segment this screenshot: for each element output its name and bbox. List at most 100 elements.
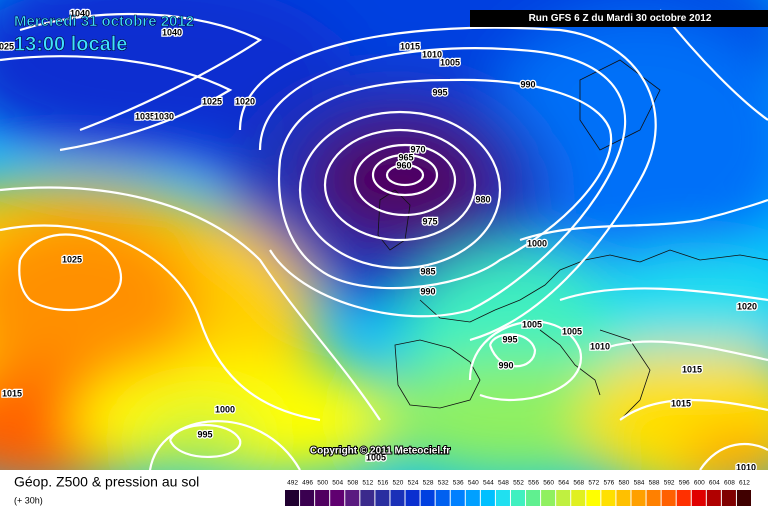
legend-level: 528 <box>423 480 434 487</box>
legend-level: 536 <box>453 480 464 487</box>
legend-level: 508 <box>347 480 358 487</box>
color-scale: 492 496 500 504 508 512 516 520 524 528 532 536 540 5… <box>285 480 751 506</box>
legend-swatch <box>345 490 360 506</box>
isobar-label: 1015 <box>2 388 22 398</box>
legend-swatch <box>646 490 661 506</box>
legend-subtitle: (+ 30h) <box>14 495 43 505</box>
isobar-label: 1000 <box>527 238 547 248</box>
legend-swatch <box>300 490 315 506</box>
legend-level: 532 <box>438 480 449 487</box>
legend-swatch <box>285 490 300 506</box>
isobar-label: 1025 <box>0 41 14 51</box>
legend-swatch <box>450 490 465 506</box>
legend-swatch <box>480 490 495 506</box>
legend-level: 516 <box>377 480 388 487</box>
legend-swatch <box>691 490 706 506</box>
legend-level: 600 <box>694 480 705 487</box>
isobar-label: 975 <box>422 216 437 226</box>
legend-level: 524 <box>408 480 419 487</box>
legend-level: 596 <box>679 480 690 487</box>
isobar-label: 1005 <box>522 319 542 329</box>
legend-level: 552 <box>513 480 524 487</box>
isobar-label: 1025 <box>202 96 222 106</box>
isobar-label: 1025 <box>62 254 82 264</box>
legend-swatch <box>510 490 526 506</box>
legend-level: 540 <box>468 480 479 487</box>
legend-level: 588 <box>649 480 660 487</box>
isobar-label: 990 <box>420 286 435 296</box>
isobar-labels: 1040104010251035103010251020101510101005… <box>0 7 758 472</box>
legend-swatch <box>736 490 751 506</box>
run-banner <box>470 10 768 27</box>
legend-swatch <box>375 490 390 506</box>
legend-level: 504 <box>332 480 343 487</box>
isobar-label: 1015 <box>682 364 702 374</box>
isobar-label: 1010 <box>590 341 610 351</box>
legend-title: Géop. Z500 & pression au sol <box>14 474 199 490</box>
legend-level: 512 <box>362 480 373 487</box>
legend-level: 584 <box>634 480 645 487</box>
legend-swatch <box>526 490 541 506</box>
legend-level: 568 <box>573 480 584 487</box>
legend-swatch <box>676 490 691 506</box>
isobar-label: 995 <box>432 87 447 97</box>
legend-swatch <box>631 490 646 506</box>
legend-level: 576 <box>603 480 614 487</box>
isobar-label: 1010 <box>736 462 756 472</box>
isobar-label: 995 <box>502 334 517 344</box>
date-label: Mercredi 31 octobre 2012 <box>14 13 194 30</box>
legend-level: 604 <box>709 480 720 487</box>
legend-level: 572 <box>588 480 599 487</box>
legend-level: 580 <box>619 480 630 487</box>
isobar-label: 960 <box>396 160 411 170</box>
legend-swatch <box>601 490 616 506</box>
legend-swatch <box>360 490 375 506</box>
isobar-label: 1015 <box>400 41 420 51</box>
run-info: Run GFS 6 Z du Mardi 30 octobre 2012 <box>529 13 712 24</box>
isobars <box>0 9 768 470</box>
coastlines <box>377 59 768 421</box>
legend-swatch <box>435 490 450 506</box>
legend-swatch <box>541 490 556 506</box>
legend-swatch <box>586 490 601 506</box>
isobar-label: 1020 <box>737 301 757 311</box>
legend-level: 492 <box>287 480 298 487</box>
legend-level: 592 <box>664 480 675 487</box>
isobar-label: 1000 <box>215 404 235 414</box>
legend-swatch <box>465 490 480 506</box>
isobar-label: 1010 <box>422 49 442 59</box>
isobar-label: 965 <box>398 152 413 162</box>
legend-swatch <box>390 490 405 506</box>
legend-level: 608 <box>724 480 735 487</box>
legend-swatch <box>330 490 345 506</box>
isobar-label: 985 <box>420 266 435 276</box>
legend-swatch <box>556 490 571 506</box>
legend-level: 564 <box>558 480 569 487</box>
legend-swatch <box>495 490 510 506</box>
legend-swatch <box>420 490 435 506</box>
isobar-label: 990 <box>498 360 513 370</box>
isobar-label: 1015 <box>671 398 691 408</box>
isobar-label: 1005 <box>440 57 460 67</box>
legend-level: 520 <box>393 480 404 487</box>
legend-level: 556 <box>528 480 539 487</box>
map-field: 1040104010251035103010251020101510101005… <box>0 0 768 472</box>
legend-swatch <box>405 490 420 506</box>
isobar-label: 1030 <box>154 111 174 121</box>
legend-level: 500 <box>317 480 328 487</box>
legend-level: 612 <box>739 480 750 487</box>
legend-swatch <box>616 490 631 506</box>
legend-level: 496 <box>302 480 313 487</box>
legend-swatch <box>706 490 721 506</box>
isobar-label: 1005 <box>562 326 582 336</box>
legend-swatch <box>315 490 330 506</box>
isobar-label: 1040 <box>70 8 90 18</box>
legend-level: 560 <box>543 480 554 487</box>
isobar-label: 1040 <box>162 27 182 37</box>
isobar-label: 970 <box>410 144 425 154</box>
legend-swatch <box>661 490 676 506</box>
legend-level: 544 <box>483 480 494 487</box>
isobar-label: 1005 <box>366 452 386 462</box>
isobar-label: 1020 <box>235 96 255 106</box>
isobar-label: 990 <box>520 79 535 89</box>
